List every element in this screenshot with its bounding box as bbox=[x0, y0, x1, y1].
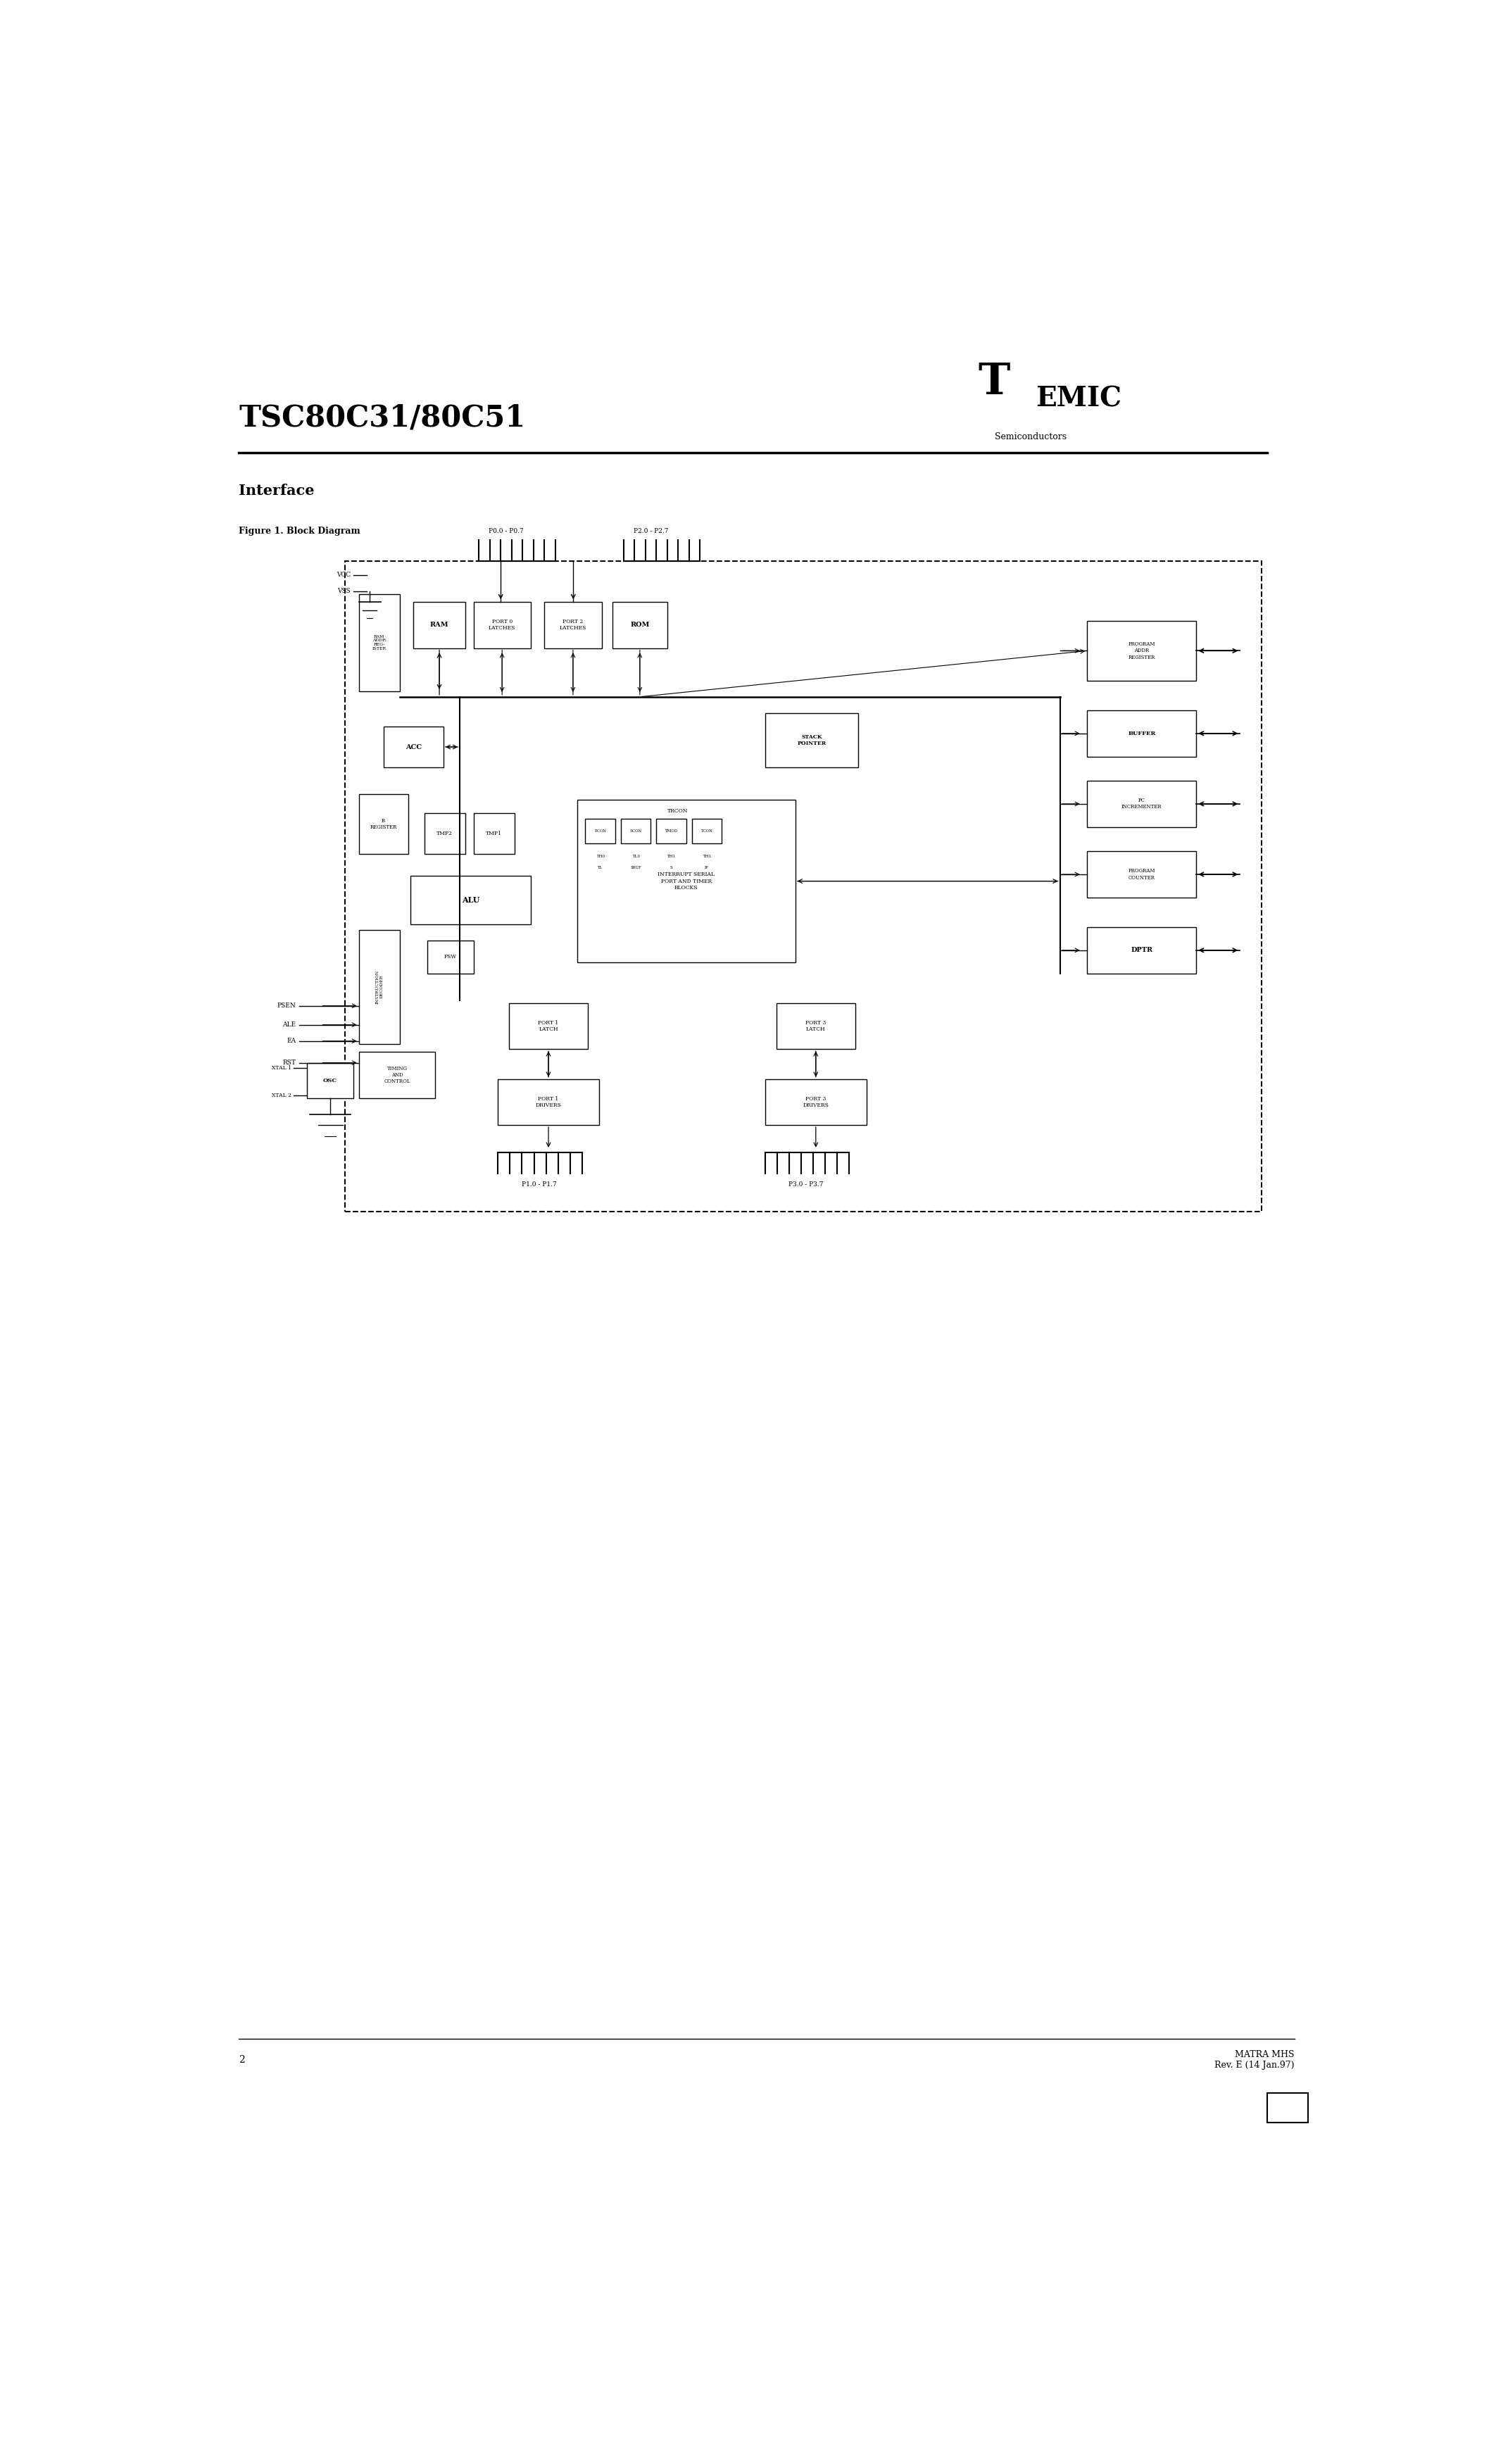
FancyBboxPatch shape bbox=[1267, 2092, 1308, 2122]
Text: ROM: ROM bbox=[630, 621, 649, 628]
Text: P3.0 - P3.7: P3.0 - P3.7 bbox=[788, 1183, 824, 1188]
Text: Figure 1. Block Diagram: Figure 1. Block Diagram bbox=[239, 527, 361, 537]
FancyBboxPatch shape bbox=[359, 594, 399, 692]
Text: TIMING
AND
CONTROL: TIMING AND CONTROL bbox=[384, 1064, 410, 1084]
Text: ALE: ALE bbox=[283, 1023, 296, 1027]
Text: RST: RST bbox=[283, 1060, 296, 1067]
FancyBboxPatch shape bbox=[359, 793, 408, 855]
Text: TMP2: TMP2 bbox=[437, 830, 453, 835]
Text: P0.0 - P0.7: P0.0 - P0.7 bbox=[489, 527, 524, 535]
FancyBboxPatch shape bbox=[359, 1052, 435, 1099]
FancyBboxPatch shape bbox=[621, 818, 651, 843]
Text: PROGRAM
COUNTER: PROGRAM COUNTER bbox=[1128, 867, 1155, 880]
Text: PORT 2
LATCHES: PORT 2 LATCHES bbox=[560, 618, 586, 631]
Text: PSW: PSW bbox=[444, 954, 456, 961]
FancyBboxPatch shape bbox=[657, 818, 687, 843]
FancyBboxPatch shape bbox=[425, 813, 465, 855]
FancyBboxPatch shape bbox=[577, 801, 796, 963]
Text: TRCON: TRCON bbox=[667, 808, 688, 813]
FancyBboxPatch shape bbox=[413, 601, 465, 648]
Text: T: T bbox=[978, 362, 1010, 404]
FancyBboxPatch shape bbox=[766, 1079, 866, 1126]
Text: EA: EA bbox=[287, 1037, 296, 1045]
FancyBboxPatch shape bbox=[585, 818, 615, 843]
Text: P1.0 - P1.7: P1.0 - P1.7 bbox=[522, 1183, 557, 1188]
Text: SCON: SCON bbox=[630, 830, 642, 833]
Text: EMIC: EMIC bbox=[1035, 384, 1122, 411]
Text: PC
INCREMENTER: PC INCREMENTER bbox=[1122, 798, 1162, 811]
Text: TH1: TH1 bbox=[703, 855, 711, 857]
Text: P2.0 - P2.7: P2.0 - P2.7 bbox=[633, 527, 669, 535]
FancyBboxPatch shape bbox=[1088, 926, 1197, 973]
FancyBboxPatch shape bbox=[509, 1003, 588, 1050]
FancyBboxPatch shape bbox=[411, 875, 531, 924]
FancyBboxPatch shape bbox=[1088, 850, 1197, 897]
Text: VSS: VSS bbox=[338, 589, 350, 594]
Text: MATRA MHS
Rev. E (14 Jan.97): MATRA MHS Rev. E (14 Jan.97) bbox=[1215, 2050, 1294, 2070]
Text: TH0: TH0 bbox=[595, 855, 604, 857]
Text: VCC: VCC bbox=[337, 572, 350, 579]
FancyBboxPatch shape bbox=[1088, 621, 1197, 680]
Text: RAM: RAM bbox=[429, 621, 449, 628]
Text: S: S bbox=[670, 865, 673, 870]
FancyBboxPatch shape bbox=[545, 601, 601, 648]
Text: PORT 0
LATCHES: PORT 0 LATCHES bbox=[489, 618, 516, 631]
FancyBboxPatch shape bbox=[1088, 781, 1197, 828]
Text: PORT 3
DRIVERS: PORT 3 DRIVERS bbox=[803, 1096, 829, 1109]
FancyBboxPatch shape bbox=[383, 727, 443, 766]
Text: TL: TL bbox=[598, 865, 603, 870]
Text: SBUF: SBUF bbox=[630, 865, 642, 870]
Text: PROGRAM
ADDR
REGISTER: PROGRAM ADDR REGISTER bbox=[1128, 641, 1155, 660]
FancyBboxPatch shape bbox=[473, 813, 515, 855]
Text: TMOD: TMOD bbox=[664, 830, 678, 833]
FancyBboxPatch shape bbox=[691, 818, 721, 843]
Text: INTERRUPT SERIAL
PORT AND TIMER
BLOCKS: INTERRUPT SERIAL PORT AND TIMER BLOCKS bbox=[658, 872, 715, 890]
Text: BUFFER: BUFFER bbox=[1128, 732, 1156, 737]
Text: PSEN: PSEN bbox=[277, 1003, 296, 1008]
Text: PCON: PCON bbox=[594, 830, 606, 833]
Text: STACK
POINTER: STACK POINTER bbox=[797, 734, 826, 747]
Text: B
REGISTER: B REGISTER bbox=[370, 818, 396, 830]
FancyBboxPatch shape bbox=[307, 1062, 353, 1099]
Text: XTAL 2: XTAL 2 bbox=[272, 1092, 292, 1099]
Text: 2: 2 bbox=[239, 2055, 245, 2065]
FancyBboxPatch shape bbox=[766, 712, 859, 766]
Text: PORT 1
DRIVERS: PORT 1 DRIVERS bbox=[536, 1096, 561, 1109]
Text: PORT 3
LATCH: PORT 3 LATCH bbox=[805, 1020, 826, 1032]
Text: TCON: TCON bbox=[700, 830, 712, 833]
Text: XTAL 1: XTAL 1 bbox=[272, 1064, 292, 1072]
FancyBboxPatch shape bbox=[1088, 710, 1197, 756]
Text: TMP1: TMP1 bbox=[486, 830, 503, 835]
Text: OSC: OSC bbox=[323, 1077, 337, 1084]
Text: INSTRUCTION
DECODER: INSTRUCTION DECODER bbox=[375, 971, 383, 1003]
FancyBboxPatch shape bbox=[346, 562, 1261, 1212]
FancyBboxPatch shape bbox=[776, 1003, 856, 1050]
Text: Semiconductors: Semiconductors bbox=[995, 431, 1067, 441]
Text: PORT 1
LATCH: PORT 1 LATCH bbox=[539, 1020, 560, 1032]
Text: RAM
ADDR
REG-
ISTER: RAM ADDR REG- ISTER bbox=[373, 636, 386, 650]
Text: DPTR: DPTR bbox=[1131, 946, 1153, 954]
FancyBboxPatch shape bbox=[473, 601, 531, 648]
Text: ALU: ALU bbox=[462, 897, 480, 904]
FancyBboxPatch shape bbox=[612, 601, 667, 648]
Text: TL0: TL0 bbox=[631, 855, 640, 857]
Text: IP: IP bbox=[705, 865, 709, 870]
Text: TH1: TH1 bbox=[667, 855, 676, 857]
FancyBboxPatch shape bbox=[498, 1079, 598, 1126]
Text: ACC: ACC bbox=[405, 744, 422, 749]
FancyBboxPatch shape bbox=[426, 941, 473, 973]
FancyBboxPatch shape bbox=[359, 929, 399, 1045]
Text: TSC80C31/80C51: TSC80C31/80C51 bbox=[239, 402, 525, 434]
Text: Interface: Interface bbox=[239, 483, 314, 498]
